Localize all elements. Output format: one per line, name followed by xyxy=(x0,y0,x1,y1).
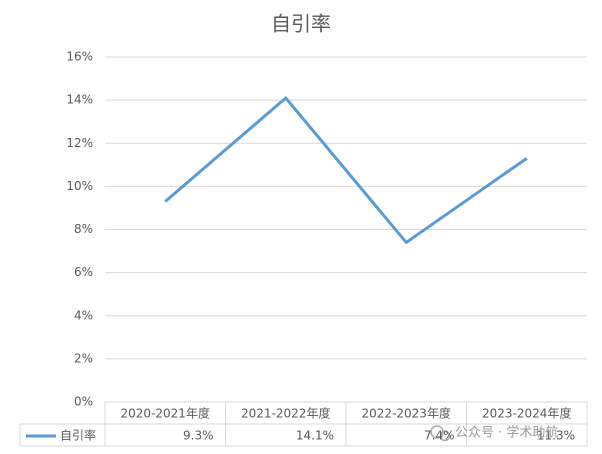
x-tick-label: 2023-2024年度 xyxy=(482,406,571,421)
x-tick-label: 2022-2023年度 xyxy=(362,406,451,421)
y-tick-label: 12% xyxy=(66,136,93,150)
data-table-value: 11.3% xyxy=(537,429,575,443)
y-tick-label: 16% xyxy=(66,50,93,64)
watermark-icon xyxy=(430,425,451,442)
x-tick-label: 2020-2021年度 xyxy=(121,406,210,421)
y-tick-label: 4% xyxy=(74,308,93,322)
chart-title: 自引率 xyxy=(271,12,331,36)
series-line xyxy=(164,96,528,244)
y-tick-label: 14% xyxy=(66,93,93,107)
watermark: 公众号 · 学术助航 xyxy=(455,425,558,441)
data-table-value: 14.1% xyxy=(296,429,334,443)
y-tick-label: 0% xyxy=(74,395,93,409)
y-tick-label: 2% xyxy=(74,351,93,365)
y-tick-label: 6% xyxy=(74,265,93,279)
x-tick-label: 2021-2022年度 xyxy=(241,406,330,421)
legend-label: 自引率 xyxy=(60,428,96,443)
y-tick-label: 10% xyxy=(66,179,93,193)
data-table-value: 7.4% xyxy=(424,429,455,443)
y-tick-label: 8% xyxy=(74,222,93,236)
data-table-value: 9.3% xyxy=(183,429,214,443)
